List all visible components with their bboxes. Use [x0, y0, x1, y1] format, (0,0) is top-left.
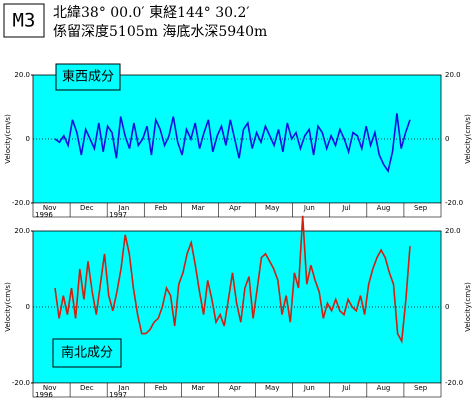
y-tick-label: 20.0 [14, 227, 30, 235]
x-tick-label: Aug [377, 384, 391, 392]
x-tick-label: Mar [191, 384, 204, 392]
x-tick-label: Jun [303, 204, 315, 212]
y-tick-label: 0 [445, 135, 449, 143]
station: M3 [13, 10, 36, 32]
x-tick-label: Feb [155, 204, 168, 212]
y-tick-label: -20.0 [445, 199, 463, 207]
legend-box [55, 63, 121, 91]
x-tick-label: Jul [341, 384, 351, 392]
y-axis-label: Velocity(cm/s) [464, 114, 472, 164]
x-tick-label: Aug [377, 204, 391, 212]
panel-title: 東西成分 [62, 69, 114, 85]
x-tick-label: Nov [43, 204, 57, 212]
x-tick-label: Jun [303, 384, 315, 392]
year-label: 1997 [109, 391, 127, 399]
header-line: 北緯38° 00.0′ 東経144° 30.2′ [53, 5, 250, 21]
year-label: 1997 [109, 211, 127, 219]
x-tick-label: Mar [191, 204, 204, 212]
y-axis-label: Velocity(cm/s) [4, 282, 12, 332]
y-tick-label: -20.0 [12, 379, 30, 387]
panel-title: 南北成分 [61, 345, 113, 361]
y-tick-label: -20.0 [445, 379, 463, 387]
x-tick-label: Sep [414, 204, 428, 212]
year-label: 1996 [35, 391, 53, 399]
y-tick-label: 0 [445, 303, 449, 311]
y-axis-label: Velocity(cm/s) [464, 282, 472, 332]
month-strip [32, 382, 442, 398]
x-tick-label: May [265, 204, 279, 212]
x-tick-label: Feb [155, 384, 168, 392]
y-tick-label: 0 [26, 303, 30, 311]
year-label: 1996 [35, 211, 53, 219]
x-tick-label: Jan [117, 384, 129, 392]
legend-box [52, 338, 122, 368]
x-tick-label: Jul [341, 204, 351, 212]
y-tick-label: -20.0 [12, 199, 30, 207]
x-tick-label: Apr [229, 384, 241, 392]
x-tick-label: May [265, 384, 279, 392]
month-strip [32, 202, 442, 218]
x-tick-label: Apr [229, 204, 241, 212]
x-tick-label: Dec [80, 204, 94, 212]
header-line: 係留深度5105m 海底水深5940m [53, 24, 267, 40]
x-tick-label: Nov [43, 384, 57, 392]
y-tick-label: 0 [26, 135, 30, 143]
y-axis-label: Velocity(cm/s) [4, 114, 12, 164]
series-line [54, 113, 411, 173]
x-tick-label: Jan [117, 204, 129, 212]
x-tick-label: Sep [414, 384, 428, 392]
x-tick-label: Dec [80, 384, 94, 392]
y-tick-label: 20.0 [445, 227, 461, 235]
station-box [3, 3, 45, 38]
series-line [54, 215, 411, 344]
y-tick-label: 20.0 [14, 71, 30, 79]
y-tick-label: 20.0 [445, 71, 461, 79]
